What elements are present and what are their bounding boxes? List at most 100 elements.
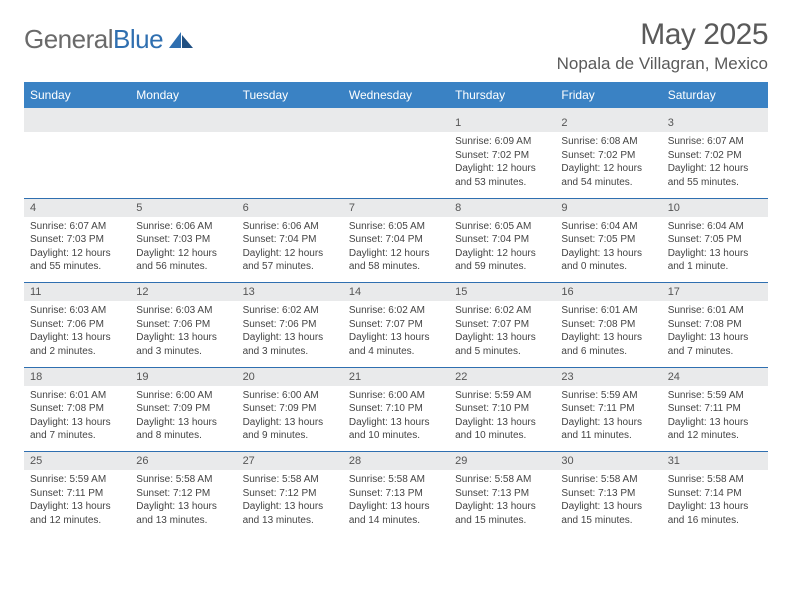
day-details-cell: Sunrise: 6:03 AMSunset: 7:06 PMDaylight:… xyxy=(130,301,236,367)
day-details-cell: Sunrise: 5:58 AMSunset: 7:12 PMDaylight:… xyxy=(237,470,343,536)
day-detail-line: and 15 minutes. xyxy=(561,514,655,528)
day-detail-line: Sunrise: 6:07 AM xyxy=(30,220,124,234)
day-detail-line: Sunset: 7:07 PM xyxy=(349,318,443,332)
day-detail-line: Sunrise: 6:05 AM xyxy=(349,220,443,234)
day-number-cell: 2 xyxy=(555,114,661,132)
day-detail-line: and 7 minutes. xyxy=(30,429,124,443)
day-details-cell: Sunrise: 6:05 AMSunset: 7:04 PMDaylight:… xyxy=(343,217,449,283)
day-header-monday: Monday xyxy=(130,82,236,108)
day-number-cell: 16 xyxy=(555,283,661,301)
day-detail-line: Daylight: 12 hours xyxy=(349,247,443,261)
calendar-table: SundayMondayTuesdayWednesdayThursdayFrid… xyxy=(24,82,768,536)
day-details-cell: Sunrise: 5:59 AMSunset: 7:11 PMDaylight:… xyxy=(555,386,661,452)
day-detail-line: Daylight: 13 hours xyxy=(30,500,124,514)
day-details-cell: Sunrise: 6:06 AMSunset: 7:04 PMDaylight:… xyxy=(237,217,343,283)
day-detail-line: Sunrise: 5:58 AM xyxy=(561,473,655,487)
day-number-cell: 30 xyxy=(555,452,661,470)
day-detail-line: Sunset: 7:09 PM xyxy=(136,402,230,416)
day-detail-line: Sunrise: 6:07 AM xyxy=(668,135,762,149)
day-detail-line: Sunset: 7:14 PM xyxy=(668,487,762,501)
day-number-cell: 11 xyxy=(24,283,130,301)
day-detail-line: Sunset: 7:10 PM xyxy=(349,402,443,416)
day-detail-line: and 4 minutes. xyxy=(349,345,443,359)
day-detail-line: Sunrise: 6:02 AM xyxy=(455,304,549,318)
day-detail-line: and 10 minutes. xyxy=(349,429,443,443)
day-number-cell: 22 xyxy=(449,368,555,386)
day-number-cell: 5 xyxy=(130,199,236,217)
day-detail-line: Daylight: 13 hours xyxy=(455,416,549,430)
day-detail-line: Sunset: 7:06 PM xyxy=(136,318,230,332)
day-detail-line: Daylight: 13 hours xyxy=(243,416,337,430)
day-details-cell: Sunrise: 6:01 AMSunset: 7:08 PMDaylight:… xyxy=(555,301,661,367)
week-3-daynum-row: 11121314151617 xyxy=(24,283,768,301)
week-1-details-row: Sunrise: 6:09 AMSunset: 7:02 PMDaylight:… xyxy=(24,132,768,198)
day-header-tuesday: Tuesday xyxy=(237,82,343,108)
day-detail-line: Sunset: 7:08 PM xyxy=(561,318,655,332)
day-detail-line: Daylight: 12 hours xyxy=(136,247,230,261)
week-5-details-row: Sunrise: 5:59 AMSunset: 7:11 PMDaylight:… xyxy=(24,470,768,536)
day-detail-line: Sunrise: 5:58 AM xyxy=(243,473,337,487)
day-detail-line: Sunrise: 6:06 AM xyxy=(243,220,337,234)
day-detail-line: Daylight: 13 hours xyxy=(243,500,337,514)
day-details-cell: Sunrise: 6:02 AMSunset: 7:07 PMDaylight:… xyxy=(449,301,555,367)
day-detail-line: and 57 minutes. xyxy=(243,260,337,274)
day-details-cell: Sunrise: 6:06 AMSunset: 7:03 PMDaylight:… xyxy=(130,217,236,283)
day-number-cell: 1 xyxy=(449,114,555,132)
day-detail-line: Sunrise: 6:01 AM xyxy=(668,304,762,318)
day-detail-line: Daylight: 13 hours xyxy=(30,331,124,345)
day-detail-line: Sunrise: 6:01 AM xyxy=(561,304,655,318)
day-detail-line: and 1 minute. xyxy=(668,260,762,274)
day-detail-line: Sunrise: 5:58 AM xyxy=(668,473,762,487)
day-number-cell: 27 xyxy=(237,452,343,470)
day-number-cell: 3 xyxy=(662,114,768,132)
day-detail-line: Sunset: 7:09 PM xyxy=(243,402,337,416)
day-detail-line: Daylight: 12 hours xyxy=(455,247,549,261)
day-details-cell: Sunrise: 6:02 AMSunset: 7:07 PMDaylight:… xyxy=(343,301,449,367)
day-header-wednesday: Wednesday xyxy=(343,82,449,108)
day-details-cell: Sunrise: 6:00 AMSunset: 7:09 PMDaylight:… xyxy=(130,386,236,452)
day-detail-line: Daylight: 13 hours xyxy=(561,500,655,514)
day-detail-line: Sunrise: 6:00 AM xyxy=(136,389,230,403)
day-detail-line: and 55 minutes. xyxy=(668,176,762,190)
location-subtitle: Nopala de Villagran, Mexico xyxy=(557,54,768,74)
brand-logo: GeneralBlue xyxy=(24,24,195,55)
day-number-cell: 6 xyxy=(237,199,343,217)
day-detail-line: and 54 minutes. xyxy=(561,176,655,190)
day-detail-line: Sunset: 7:04 PM xyxy=(243,233,337,247)
day-details-cell: Sunrise: 5:58 AMSunset: 7:12 PMDaylight:… xyxy=(130,470,236,536)
day-detail-line: Sunset: 7:08 PM xyxy=(668,318,762,332)
day-number-cell: 28 xyxy=(343,452,449,470)
week-2-details-row: Sunrise: 6:07 AMSunset: 7:03 PMDaylight:… xyxy=(24,217,768,283)
week-4-details-row: Sunrise: 6:01 AMSunset: 7:08 PMDaylight:… xyxy=(24,386,768,452)
day-details-cell: Sunrise: 6:02 AMSunset: 7:06 PMDaylight:… xyxy=(237,301,343,367)
day-detail-line: Daylight: 13 hours xyxy=(455,331,549,345)
day-detail-line: Sunrise: 5:59 AM xyxy=(455,389,549,403)
day-detail-line: and 15 minutes. xyxy=(455,514,549,528)
week-5-daynum-row: 25262728293031 xyxy=(24,452,768,470)
day-details-cell: Sunrise: 6:09 AMSunset: 7:02 PMDaylight:… xyxy=(449,132,555,198)
calendar-page: GeneralBlue May 2025 Nopala de Villagran… xyxy=(0,0,792,554)
day-details-cell xyxy=(237,132,343,198)
day-detail-line: Daylight: 13 hours xyxy=(30,416,124,430)
day-details-cell: Sunrise: 6:01 AMSunset: 7:08 PMDaylight:… xyxy=(662,301,768,367)
day-number-cell: 19 xyxy=(130,368,236,386)
day-detail-line: Sunrise: 5:59 AM xyxy=(561,389,655,403)
day-number-cell: 24 xyxy=(662,368,768,386)
day-detail-line: Sunrise: 6:02 AM xyxy=(243,304,337,318)
day-detail-line: Daylight: 13 hours xyxy=(136,416,230,430)
day-detail-line: and 59 minutes. xyxy=(455,260,549,274)
day-detail-line: Sunset: 7:12 PM xyxy=(136,487,230,501)
day-detail-line: Sunset: 7:11 PM xyxy=(561,402,655,416)
day-number-cell xyxy=(24,114,130,132)
day-detail-line: and 56 minutes. xyxy=(136,260,230,274)
day-detail-line: and 8 minutes. xyxy=(136,429,230,443)
day-detail-line: and 3 minutes. xyxy=(136,345,230,359)
day-number-cell: 21 xyxy=(343,368,449,386)
week-1-daynum-row: 123 xyxy=(24,114,768,132)
day-detail-line: Sunrise: 6:05 AM xyxy=(455,220,549,234)
day-details-cell: Sunrise: 6:05 AMSunset: 7:04 PMDaylight:… xyxy=(449,217,555,283)
day-detail-line: Daylight: 13 hours xyxy=(561,416,655,430)
day-number-cell: 26 xyxy=(130,452,236,470)
day-details-cell: Sunrise: 6:08 AMSunset: 7:02 PMDaylight:… xyxy=(555,132,661,198)
day-detail-line: and 7 minutes. xyxy=(668,345,762,359)
